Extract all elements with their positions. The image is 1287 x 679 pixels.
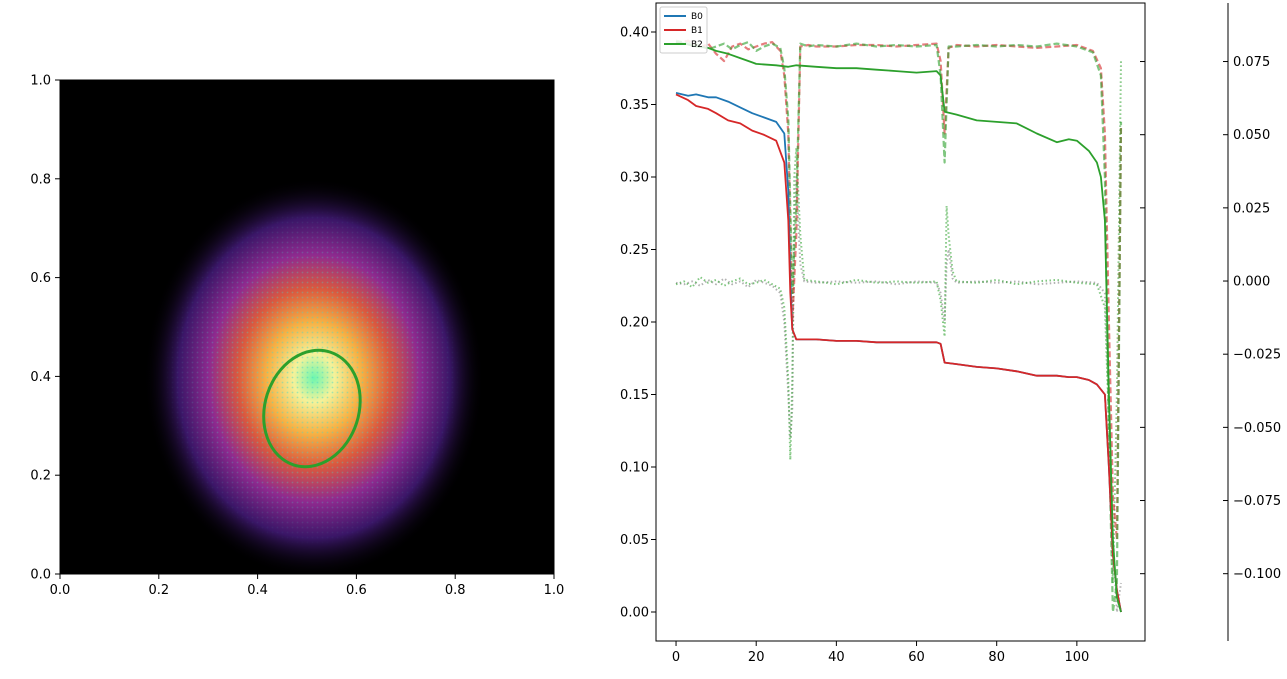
secondary-tick-label: 0.050 bbox=[1233, 128, 1270, 143]
sample-dot-grid bbox=[150, 200, 480, 560]
y-tick-label: 0.10 bbox=[620, 461, 649, 476]
heatmap-frame bbox=[59, 79, 555, 575]
line-chart-axes: 0 20 40 60 80 100 0.00 0.05 0.10 0.15 0.20 0.25 0.30… bbox=[620, 26, 1145, 665]
fit-ellipse bbox=[262, 348, 362, 469]
x-tick-label: 40 bbox=[828, 650, 845, 665]
x-tick-label: 0.4 bbox=[247, 583, 268, 598]
x-tick-label: 0.8 bbox=[445, 583, 466, 598]
secondary-tick-label: −0.075 bbox=[1233, 494, 1281, 509]
secondary-tick-label: −0.100 bbox=[1233, 567, 1281, 582]
line-chart-panel: 0 20 40 60 80 100 0.00 0.05 0.10 0.15 0.20 0.25 0.30… bbox=[620, 2, 1146, 665]
y-tick-label: 0.05 bbox=[620, 533, 649, 548]
y-tick-label: 0.30 bbox=[620, 171, 649, 186]
y-tick-label: 0.0 bbox=[30, 568, 51, 583]
y-tick-label: 0.4 bbox=[30, 370, 51, 385]
secondary-tick-label: 0.075 bbox=[1233, 55, 1270, 70]
x-tick-label: 60 bbox=[908, 650, 925, 665]
legend-label: B0 bbox=[691, 12, 703, 22]
series-line-b2 bbox=[675, 41, 1122, 613]
dashed-series-line bbox=[675, 39, 1123, 541]
legend-label: B2 bbox=[691, 40, 703, 50]
x-tick-label: 80 bbox=[988, 650, 1005, 665]
line-chart-plot-area bbox=[675, 39, 1123, 614]
secondary-axis-ticks: 0.075 0.050 0.025 0.000 −0.025 −0.050 −0.075 −0… bbox=[1223, 55, 1281, 582]
y-tick-label: 0.00 bbox=[620, 606, 649, 621]
x-tick-label: 0.0 bbox=[50, 583, 71, 598]
secondary-tick-label: −0.025 bbox=[1233, 348, 1281, 363]
legend: B0 B1 B2 bbox=[659, 6, 708, 54]
y-tick-label: 0.35 bbox=[620, 98, 649, 113]
x-tick-label: 1.0 bbox=[544, 583, 565, 598]
dashed-series-line bbox=[675, 39, 1123, 614]
x-tick-label: 0.6 bbox=[346, 583, 367, 598]
series-line-b1 bbox=[675, 93, 1122, 613]
legend-label: B1 bbox=[691, 26, 703, 36]
secondary-tick-label: 0.000 bbox=[1233, 275, 1270, 290]
y-tick-label: 0.15 bbox=[620, 388, 649, 403]
y-tick-label: 0.25 bbox=[620, 243, 649, 258]
y-tick-label: 0.2 bbox=[30, 469, 51, 484]
x-tick-label: 0 bbox=[672, 650, 680, 665]
secondary-axis-panel: 0.075 0.050 0.025 0.000 −0.025 −0.050 −0.075 −0… bbox=[1223, 3, 1281, 641]
y-tick-label: 0.40 bbox=[620, 26, 649, 41]
y-tick-label: 0.20 bbox=[620, 316, 649, 331]
line-chart-frame bbox=[655, 2, 1146, 642]
x-tick-label: 0.2 bbox=[148, 583, 169, 598]
y-tick-label: 0.6 bbox=[30, 271, 51, 286]
y-tick-label: 0.8 bbox=[30, 172, 51, 187]
x-tick-label: 100 bbox=[1064, 650, 1089, 665]
heatmap-axes: 0.0 0.2 0.4 0.6 0.8 1.0 0.0 0.2 0.4 0.6 0.8 1.0 bbox=[30, 74, 564, 599]
x-tick-label: 20 bbox=[748, 650, 765, 665]
secondary-tick-label: −0.050 bbox=[1233, 421, 1281, 436]
y-tick-label: 1.0 bbox=[30, 74, 51, 89]
secondary-tick-label: 0.025 bbox=[1233, 201, 1270, 216]
heatmap-panel: 0.0 0.2 0.4 0.6 0.8 1.0 0.0 0.2 0.4 0.6 0.8 1.0 bbox=[30, 74, 564, 599]
